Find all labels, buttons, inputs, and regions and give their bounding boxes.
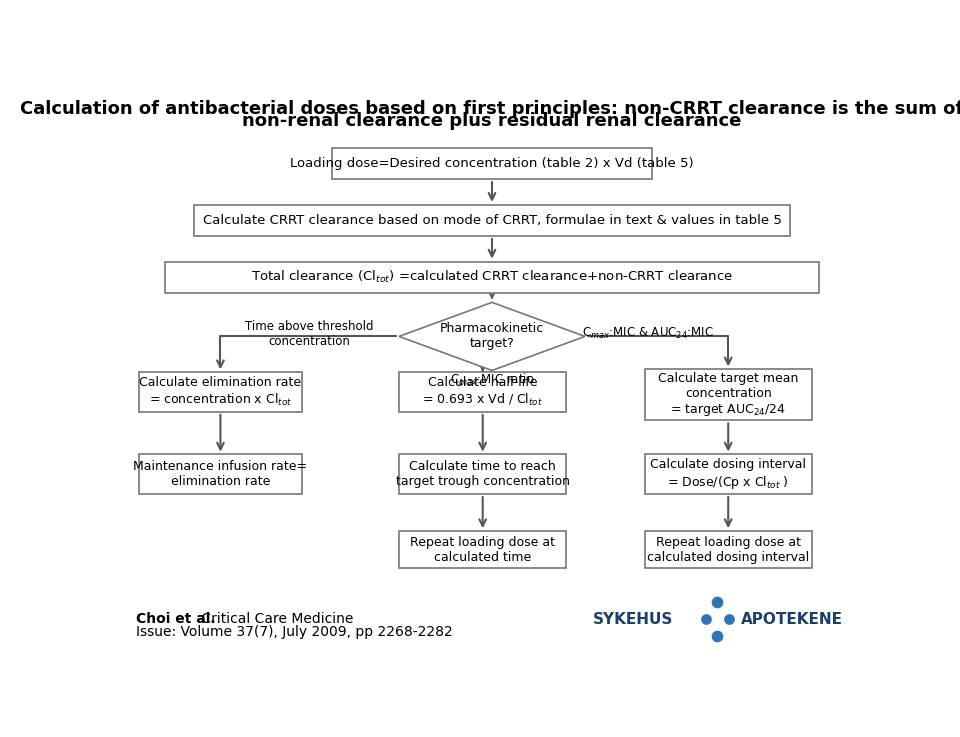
Text: Loading dose=Desired concentration (table 2) x Vd (table 5): Loading dose=Desired concentration (tabl… [290, 157, 694, 170]
Text: Issue: Volume 37(7), July 2009, pp 2268-2282: Issue: Volume 37(7), July 2009, pp 2268-… [136, 625, 453, 639]
FancyBboxPatch shape [644, 531, 812, 568]
Text: Calculate half-life
= 0.693 x Vd / Cl$_{tot}$: Calculate half-life = 0.693 x Vd / Cl$_{… [422, 377, 543, 408]
Text: Critical Care Medicine: Critical Care Medicine [198, 612, 353, 626]
Text: Calculate time to reach
target trough concentration: Calculate time to reach target trough co… [396, 461, 569, 489]
Point [709, 596, 725, 608]
FancyBboxPatch shape [399, 531, 566, 568]
FancyBboxPatch shape [138, 455, 302, 495]
Text: Choi et al.: Choi et al. [136, 612, 216, 626]
Text: Total clearance (Cl$_{tot}$) =calculated CRRT clearance+non-CRRT clearance: Total clearance (Cl$_{tot}$) =calculated… [251, 269, 733, 285]
Text: Maintenance infusion rate=
elimination rate: Maintenance infusion rate= elimination r… [133, 461, 307, 489]
FancyBboxPatch shape [194, 205, 789, 236]
Text: Repeat loading dose at
calculated time: Repeat loading dose at calculated time [410, 536, 555, 564]
Text: Calculation of antibacterial doses based on first principles: non-CRRT clearance: Calculation of antibacterial doses based… [20, 99, 960, 118]
FancyBboxPatch shape [165, 262, 820, 293]
Text: APOTEKENE: APOTEKENE [741, 612, 843, 626]
Point [722, 613, 737, 625]
Text: Calculate target mean
concentration
= target AUC$_{24}$/24: Calculate target mean concentration = ta… [658, 371, 799, 418]
Text: C$_{max}$:MIC ratio: C$_{max}$:MIC ratio [449, 371, 535, 388]
FancyBboxPatch shape [332, 148, 652, 179]
FancyBboxPatch shape [399, 372, 566, 412]
Point [709, 630, 725, 642]
Text: C$_{max}$:MIC & AUC$_{24}$:MIC: C$_{max}$:MIC & AUC$_{24}$:MIC [583, 326, 714, 341]
FancyBboxPatch shape [644, 455, 812, 495]
Text: Calculate elimination rate
= concentration x Cl$_{tot}$: Calculate elimination rate = concentrati… [139, 377, 301, 408]
FancyBboxPatch shape [138, 372, 302, 412]
Text: non-renal clearance plus residual renal clearance: non-renal clearance plus residual renal … [242, 112, 742, 130]
Text: Calculate CRRT clearance based on mode of CRRT, formulae in text & values in tab: Calculate CRRT clearance based on mode o… [203, 214, 781, 227]
Point [698, 613, 713, 625]
Text: SYKEHUS: SYKEHUS [592, 612, 673, 626]
Text: Repeat loading dose at
calculated dosing interval: Repeat loading dose at calculated dosing… [647, 536, 809, 564]
FancyBboxPatch shape [399, 455, 566, 495]
FancyBboxPatch shape [644, 369, 812, 420]
Text: Time above threshold
concentration: Time above threshold concentration [246, 320, 374, 348]
Polygon shape [399, 302, 585, 371]
Text: Calculate dosing interval
= Dose/(Cp x Cl$_{tot}$ ): Calculate dosing interval = Dose/(Cp x C… [650, 458, 806, 491]
Text: Pharmacokinetic
target?: Pharmacokinetic target? [440, 322, 544, 350]
